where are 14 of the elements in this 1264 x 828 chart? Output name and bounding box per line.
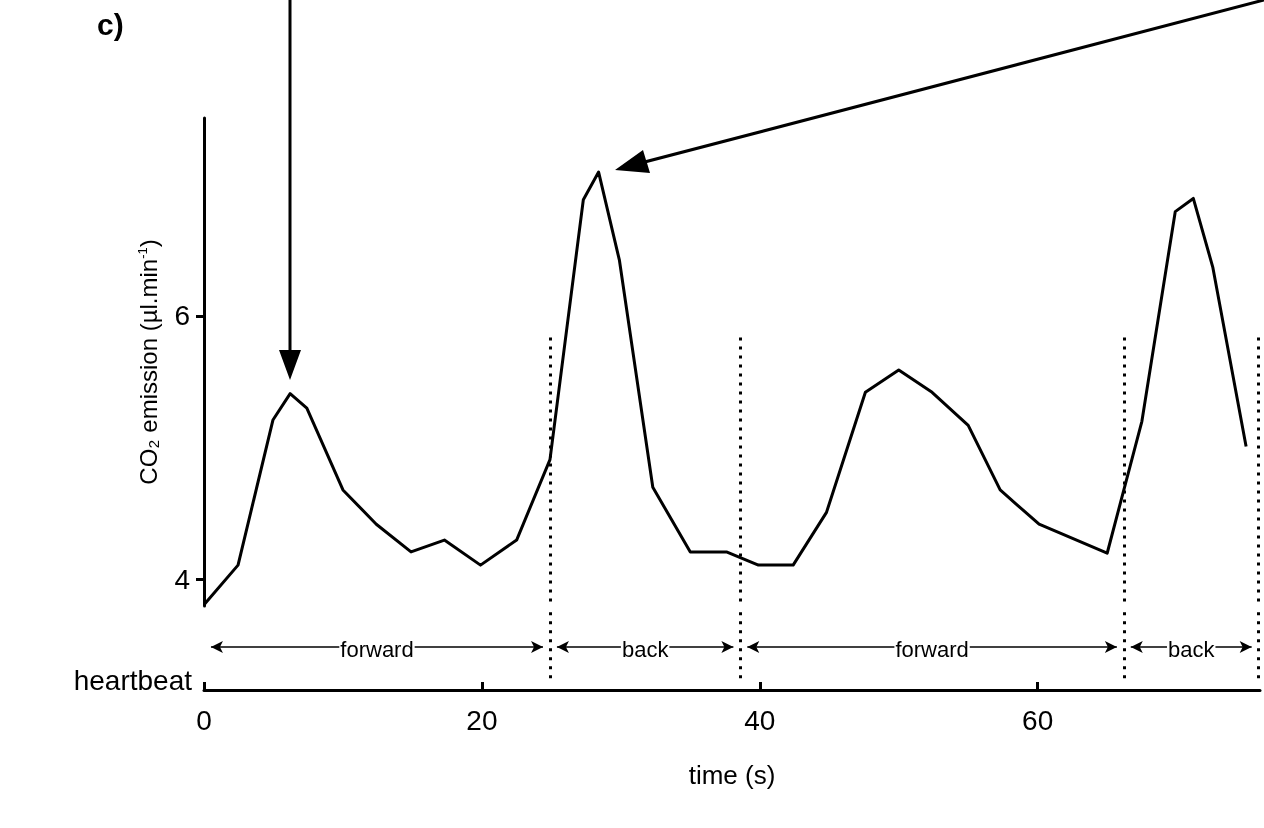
text: forward xyxy=(895,636,969,662)
y-axis-title: CO₂ emission (µl.min-1) xyxy=(134,239,162,485)
text: back xyxy=(621,636,670,662)
chart-title: c) xyxy=(97,7,124,41)
y-tick-label: 4 xyxy=(174,564,190,596)
x-tick-label: 0 xyxy=(196,704,212,736)
y-tick-label: 6 xyxy=(174,300,190,332)
text: heartbeat xyxy=(73,664,193,696)
text: back xyxy=(1167,636,1216,662)
text: forward xyxy=(340,636,414,662)
x-axis-title: time (s) xyxy=(688,760,776,790)
x-tick-label: 20 xyxy=(466,704,498,736)
x-tick-label: 40 xyxy=(744,704,776,736)
x-tick-label: 60 xyxy=(1022,704,1054,736)
